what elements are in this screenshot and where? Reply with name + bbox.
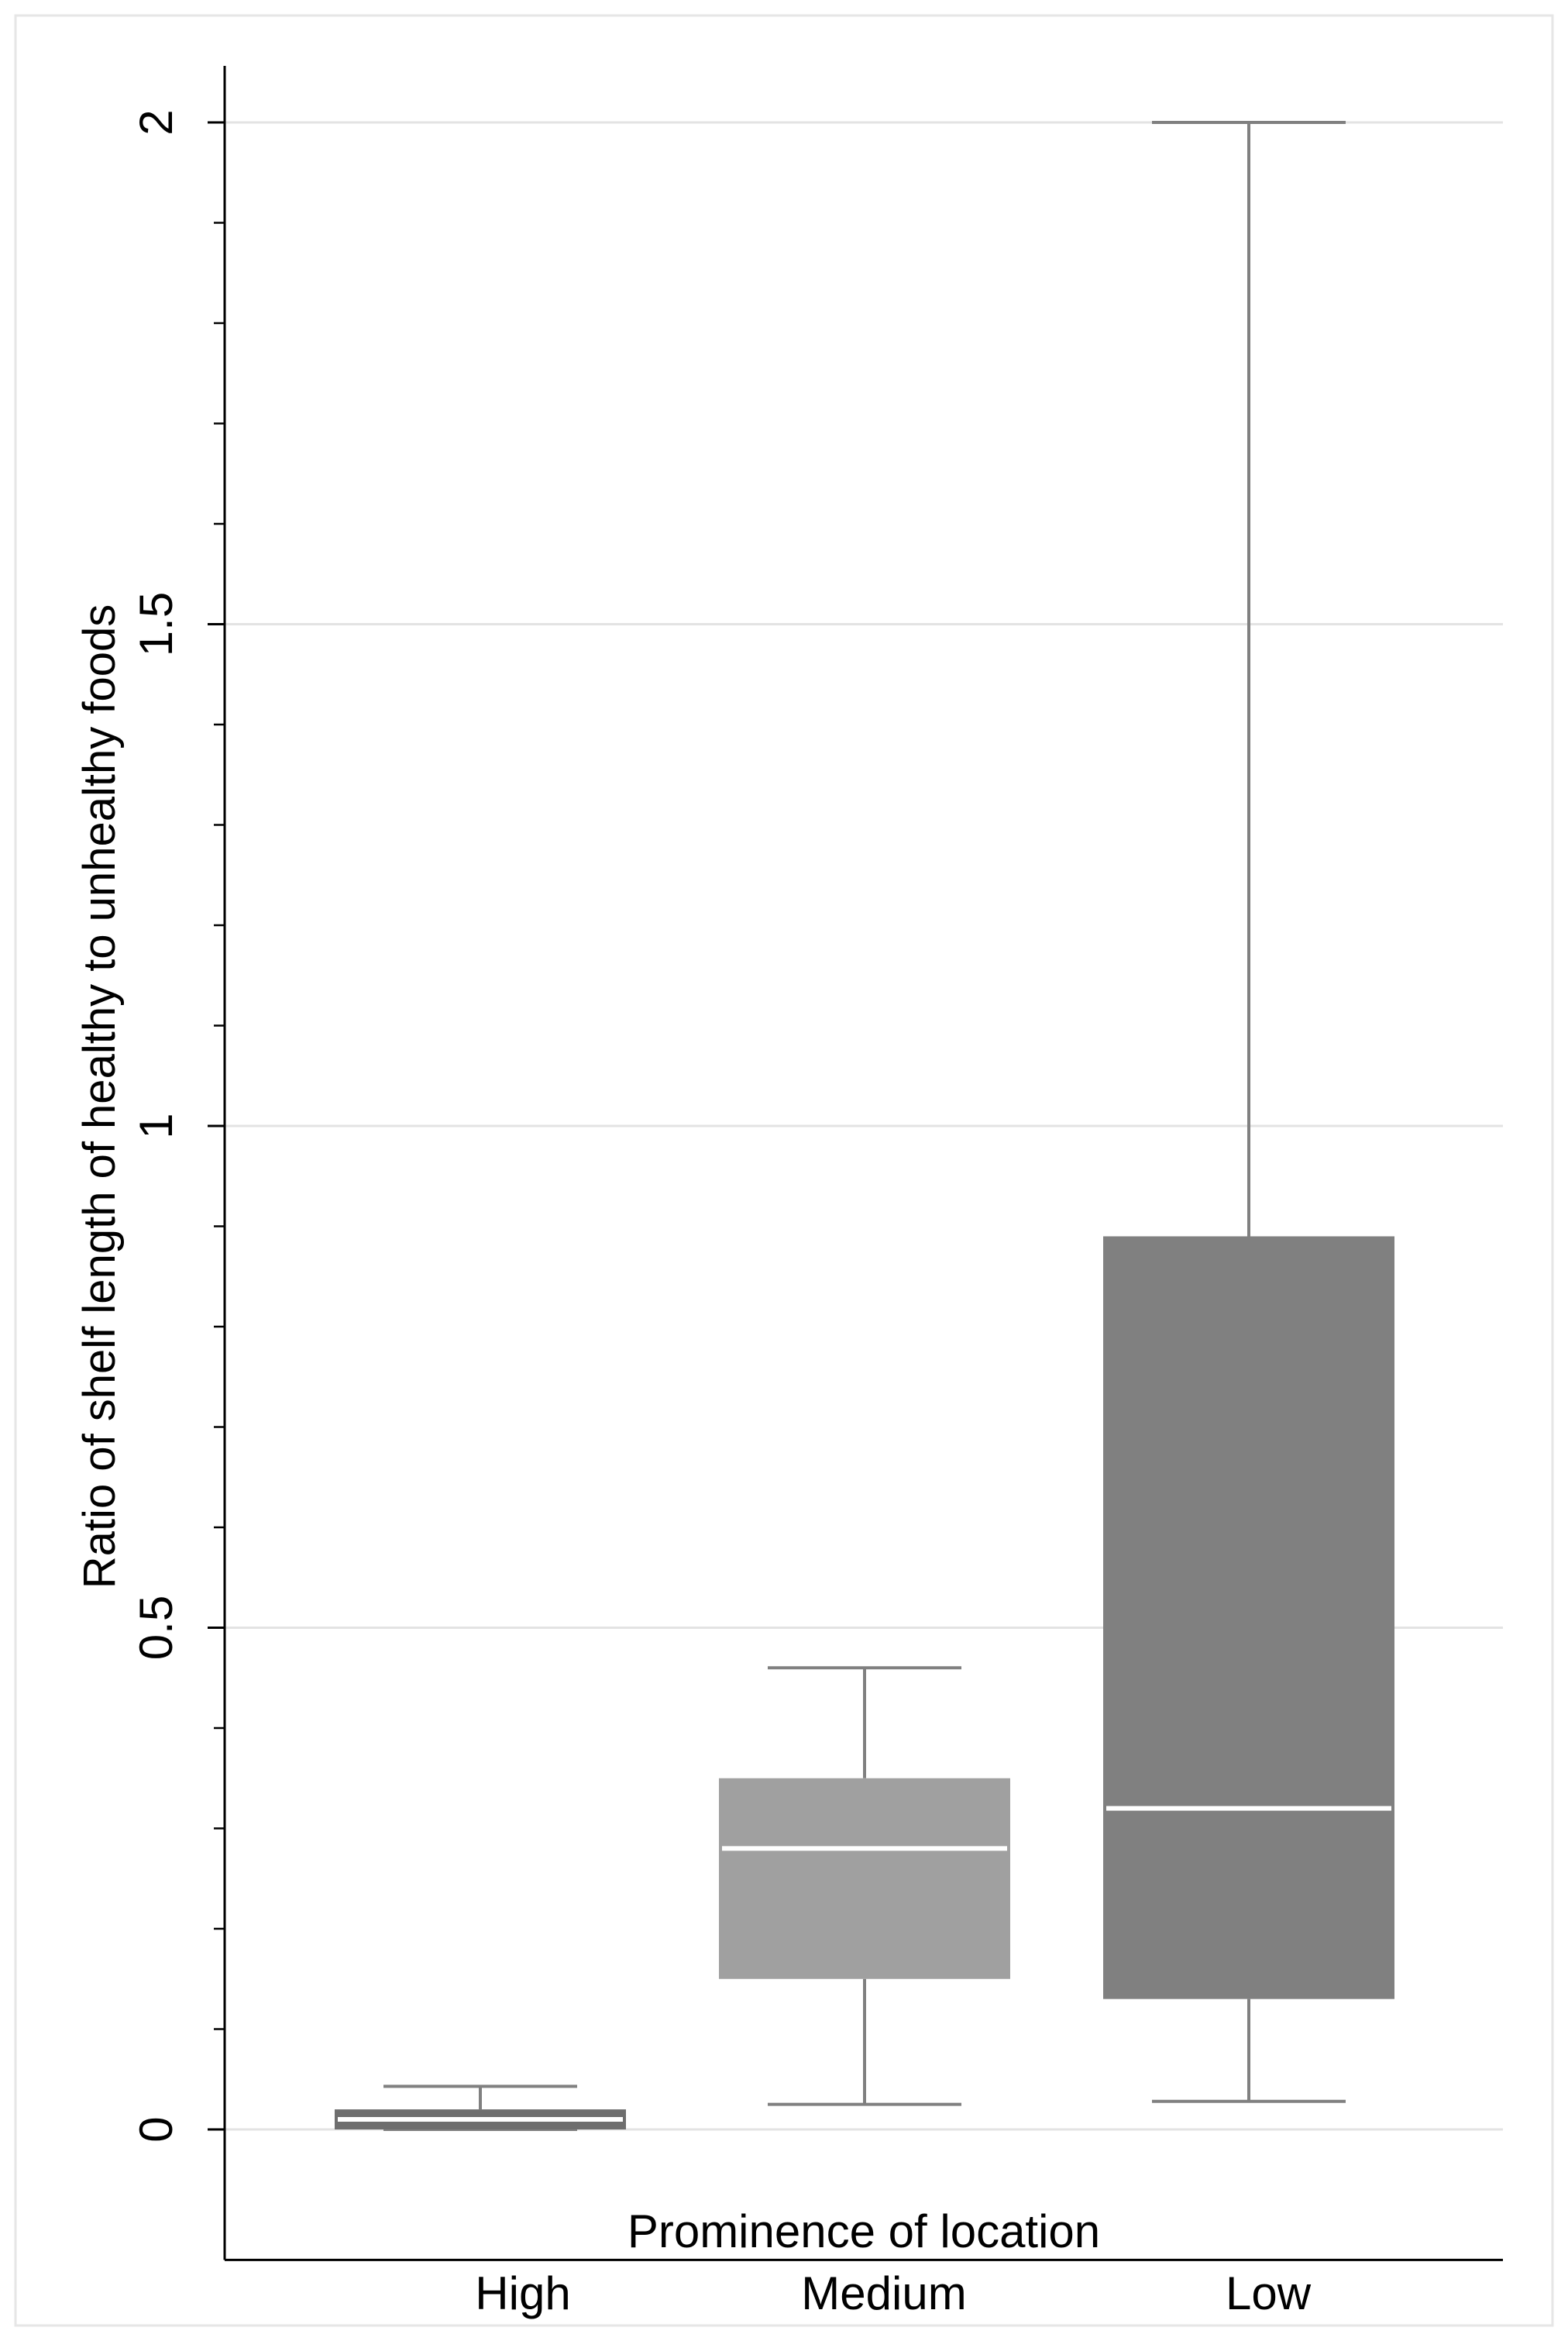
x-axis-title: Prominence of location	[628, 2205, 1100, 2257]
y-tick-label: 1	[130, 1113, 182, 1138]
box-medium	[719, 1666, 1010, 2106]
axes	[208, 66, 1503, 2261]
y-tick-label: 0.5	[130, 1596, 182, 1660]
box-iqr	[1103, 1236, 1394, 1999]
y-tick-label: 2	[130, 109, 182, 135]
labels: 0 0.5 1 1.5 2 Ratio of shelf length of health…	[74, 109, 1312, 2319]
boxes	[335, 121, 1394, 2131]
x-category-label-low: Low	[1226, 2267, 1312, 2319]
y-tick-label: 1.5	[130, 592, 182, 656]
box-low	[1103, 121, 1394, 2103]
box-high	[335, 2085, 626, 2131]
y-tick-label: 0	[130, 2116, 182, 2142]
x-category-label-medium: Medium	[801, 2267, 966, 2319]
y-axis-title: Ratio of shelf length of healthy to unhe…	[74, 604, 125, 1589]
box-iqr	[719, 1778, 1010, 1979]
x-category-label-high: High	[475, 2267, 570, 2319]
